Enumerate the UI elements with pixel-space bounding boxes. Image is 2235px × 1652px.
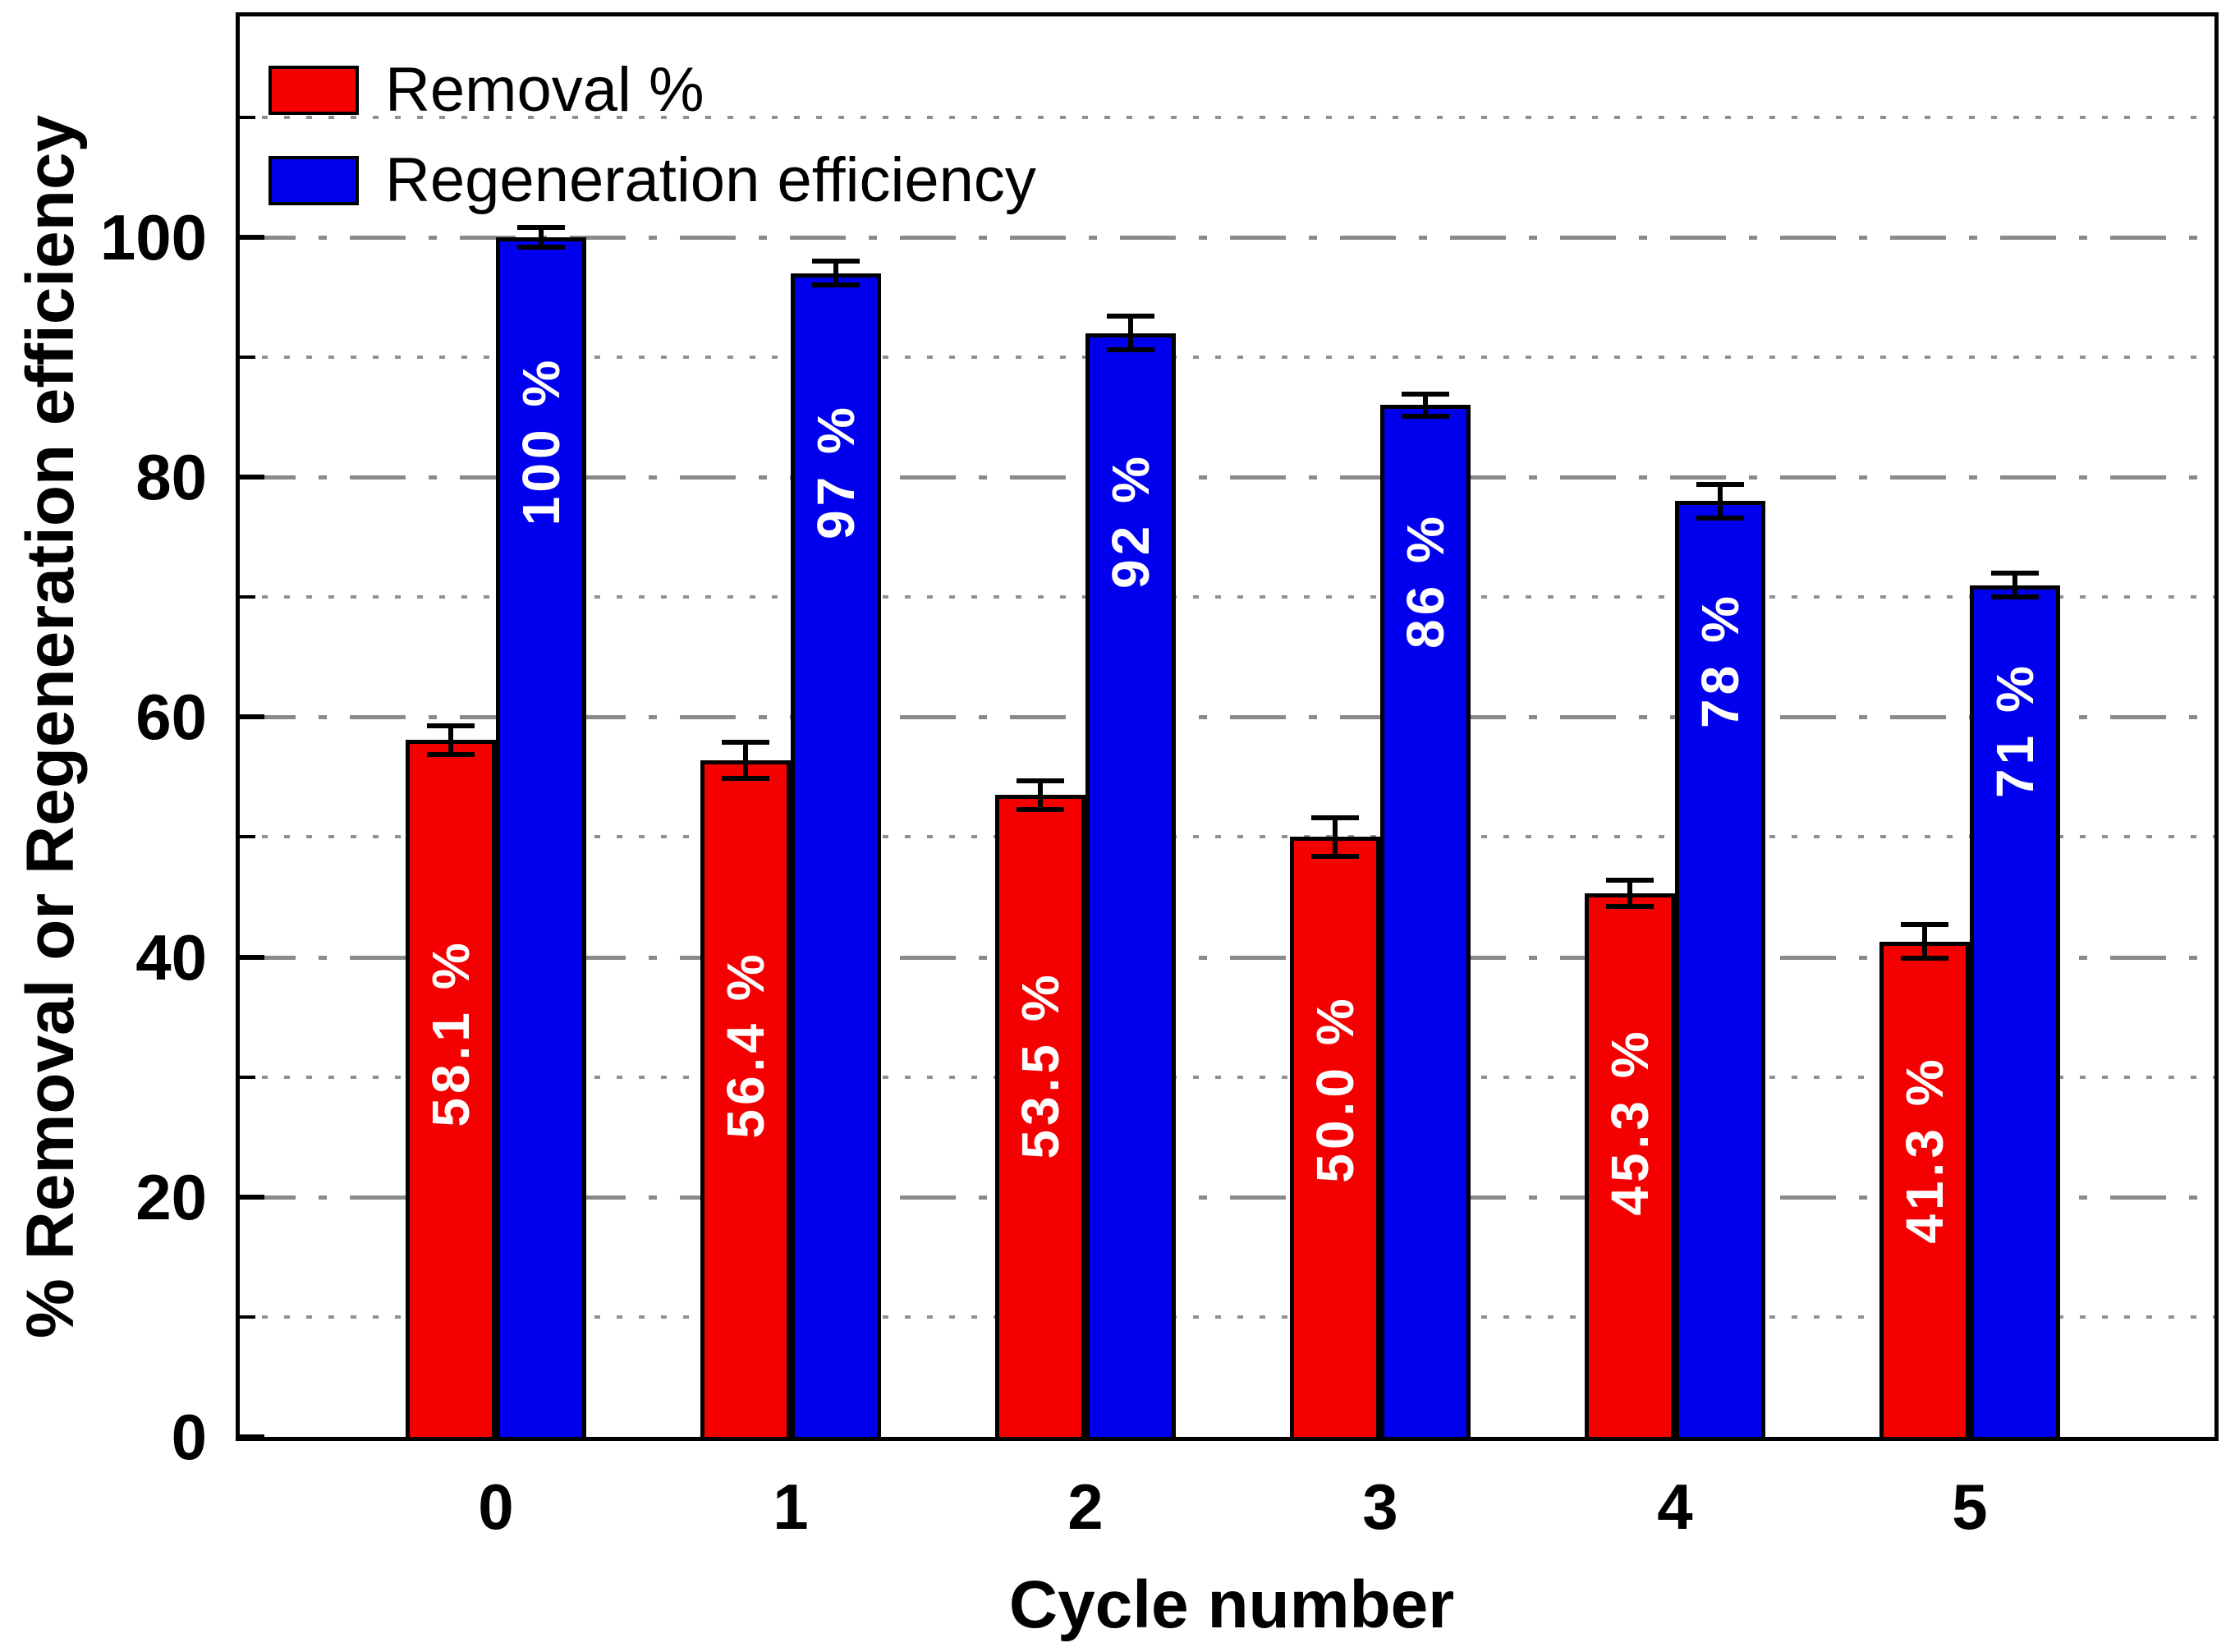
y-tick-major: [240, 475, 264, 480]
error-bar-top-cap: [1696, 481, 1744, 487]
error-bar-top-cap: [1017, 778, 1064, 783]
error-bar-bottom-cap: [812, 282, 860, 288]
bar-value-label: 50.0 %: [1306, 994, 1365, 1183]
error-bar-top-cap: [1606, 878, 1654, 883]
y-tick-minor: [240, 355, 255, 359]
y-tick-label: 20: [135, 1160, 207, 1233]
error-bar: [1423, 394, 1428, 416]
bar-regeneration: [1380, 405, 1471, 1437]
x-tick-label: 1: [773, 1471, 809, 1543]
error-bar: [1627, 880, 1632, 907]
legend-label-removal: Removal %: [385, 55, 704, 125]
y-tick-label: 40: [135, 920, 207, 993]
bar-removal: [1290, 837, 1380, 1437]
error-bar-top-cap: [1311, 815, 1359, 821]
bar-regeneration: [496, 236, 586, 1437]
error-bar-bottom-cap: [1311, 853, 1359, 859]
error-bar-bottom-cap: [722, 775, 769, 781]
error-bar-bottom-cap: [517, 244, 565, 250]
error-bar-top-cap: [1901, 922, 1948, 928]
y-tick-minor: [240, 1075, 255, 1079]
bar-removal: [700, 759, 791, 1437]
y-tick-minor: [240, 835, 255, 839]
error-bar: [2012, 572, 2017, 598]
x-axis-title: Cycle number: [1008, 1567, 1455, 1642]
bar-removal: [406, 740, 496, 1437]
y-tick-major: [240, 714, 264, 720]
bar-value-label: 56.4 %: [716, 950, 775, 1139]
error-bar-bottom-cap: [427, 751, 475, 757]
y-tick-minor: [240, 595, 255, 599]
bar-value-label: 53.5 %: [1011, 970, 1070, 1159]
bar-value-label: 100 %: [512, 356, 571, 526]
plot-area: 58.1 % 100 % 56.4 % 97 % 53.5 % 92 % 50.0 % 86 …: [236, 12, 2219, 1441]
bar-removal: [1879, 941, 1970, 1437]
bar-value-label: 97 %: [806, 402, 865, 539]
bar-value-label: 92 %: [1101, 452, 1160, 590]
bar-regeneration: [791, 273, 881, 1437]
error-bar-top-cap: [1107, 314, 1154, 319]
y-tick-minor: [240, 1315, 255, 1319]
bar-value-label: 45.3 %: [1600, 1027, 1659, 1216]
error-bar-top-cap: [517, 225, 565, 231]
error-bar: [1128, 316, 1133, 351]
y-tick-major: [240, 234, 264, 240]
bar-value-label: 78 %: [1691, 592, 1750, 728]
error-bar: [448, 725, 453, 755]
error-bar: [1038, 780, 1043, 810]
error-bar-bottom-cap: [1606, 904, 1654, 910]
bar-value-label: 86 %: [1396, 512, 1455, 649]
bar-value-label: 41.3 %: [1895, 1055, 1954, 1244]
x-tick-label: 5: [1952, 1471, 1988, 1543]
bar-regeneration: [1675, 501, 1765, 1437]
bar-value-label: 58.1 %: [421, 938, 480, 1127]
legend-swatch-removal-icon: [268, 66, 359, 115]
y-tick-label: 60: [135, 681, 207, 754]
bar-regeneration: [1085, 333, 1176, 1437]
error-bar-bottom-cap: [1017, 806, 1064, 812]
error-bar-bottom-cap: [1901, 956, 1948, 961]
error-bar-bottom-cap: [1107, 347, 1154, 353]
bar-removal: [1585, 893, 1675, 1437]
error-bar-bottom-cap: [1991, 594, 2039, 600]
x-tick-label: 0: [478, 1471, 514, 1543]
error-bar: [1718, 484, 1723, 518]
error-bar-top-cap: [427, 723, 475, 728]
error-bar-bottom-cap: [1696, 515, 1744, 521]
y-tick-major: [240, 1194, 264, 1200]
y-tick-major: [240, 954, 264, 960]
legend-item-regeneration: Regeneration efficiency: [268, 148, 1036, 213]
error-bar: [1922, 925, 1927, 958]
legend-label-regeneration: Regeneration efficiency: [385, 145, 1036, 215]
error-bar-top-cap: [1402, 392, 1449, 397]
y-tick-label: 0: [171, 1401, 207, 1473]
y-tick-major: [240, 1434, 264, 1439]
x-tick-label: 2: [1067, 1471, 1104, 1543]
error-bar: [539, 227, 544, 247]
error-bar-bottom-cap: [1402, 413, 1449, 419]
error-bar-top-cap: [1991, 570, 2039, 576]
error-bar-top-cap: [722, 739, 769, 745]
error-bar: [743, 741, 748, 778]
error-bar: [833, 261, 838, 286]
x-tick-label: 3: [1362, 1471, 1398, 1543]
legend: Removal % Regeneration efficiency: [268, 57, 1036, 213]
y-tick-label: 100: [99, 200, 207, 273]
y-tick-label: 80: [135, 441, 207, 514]
legend-item-removal: Removal %: [268, 57, 1036, 123]
bar-regeneration: [1970, 585, 2060, 1437]
bar-value-label: 71 %: [1985, 662, 2045, 798]
error-bar-top-cap: [812, 259, 860, 264]
x-tick-label: 4: [1657, 1471, 1693, 1543]
error-bar: [1333, 818, 1338, 856]
y-tick-minor: [240, 115, 255, 119]
bar-removal: [995, 795, 1085, 1437]
legend-swatch-regeneration-icon: [268, 156, 359, 205]
